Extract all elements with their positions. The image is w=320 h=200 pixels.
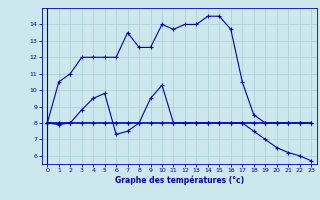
X-axis label: Graphe des températures (°c): Graphe des températures (°c) — [115, 176, 244, 185]
